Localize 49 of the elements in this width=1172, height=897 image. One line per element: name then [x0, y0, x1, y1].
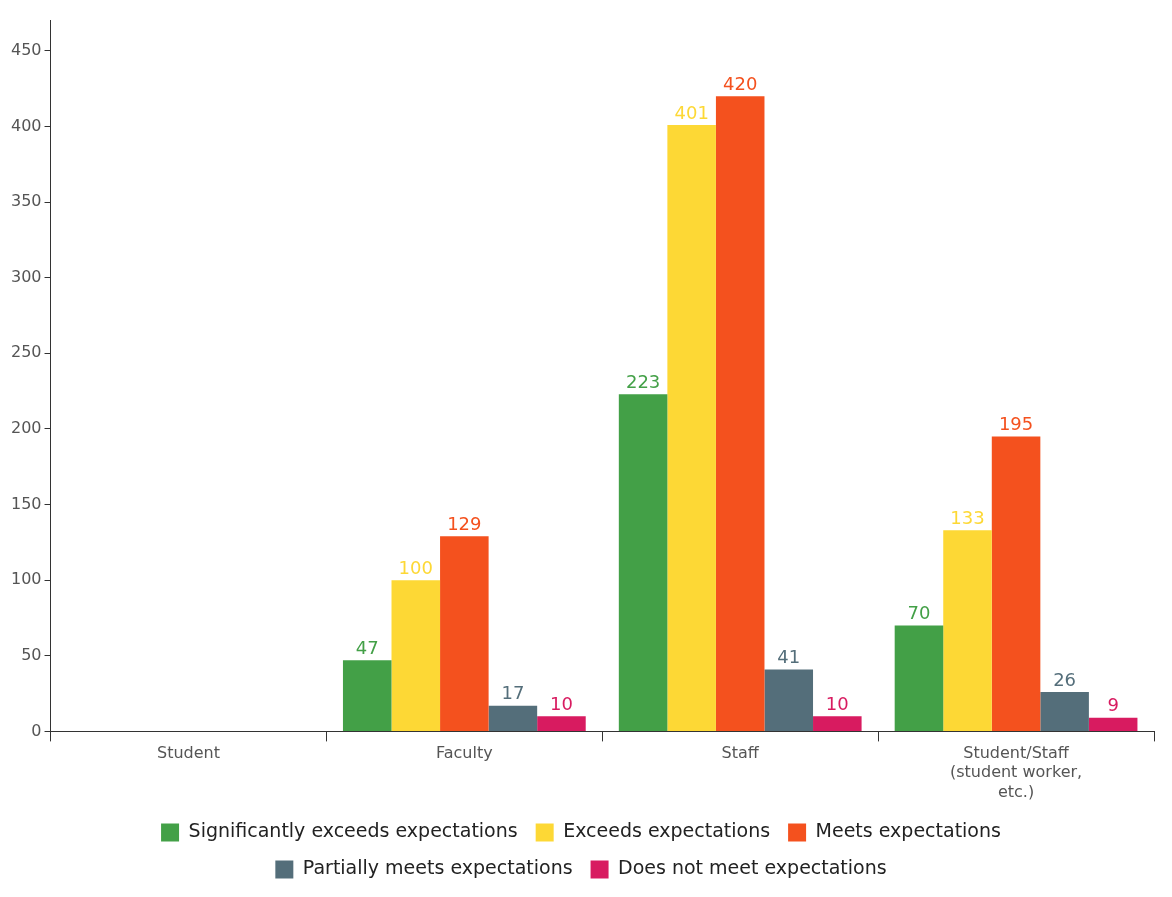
y-tick-label: 150 — [10, 493, 42, 513]
bar — [1040, 692, 1089, 731]
data-label: 223 — [625, 370, 661, 392]
bar — [764, 669, 814, 731]
bar — [715, 96, 765, 731]
legend-label: Meets expectations — [815, 819, 1001, 842]
data-label: 70 — [907, 602, 931, 624]
data-label: 133 — [950, 506, 985, 528]
data-label: 401 — [674, 101, 709, 123]
legend-label: Significantly exceeds expectations — [188, 819, 518, 842]
x-tick-label: Staff — [721, 743, 760, 763]
y-tick-label: 50 — [21, 644, 42, 664]
bar — [667, 124, 716, 731]
bar — [440, 536, 489, 731]
x-tick-label: Student — [156, 743, 220, 763]
legend-label: Partially meets expectations — [302, 856, 573, 879]
y-tick-label: 250 — [10, 342, 42, 362]
y-tick-label: 200 — [10, 418, 42, 438]
y-tick-label: 100 — [10, 569, 42, 589]
y-tick-label: 400 — [10, 115, 42, 135]
legend-label: Exceeds expectations — [563, 819, 771, 842]
data-label: 47 — [355, 636, 379, 658]
data-label: 195 — [998, 413, 1034, 435]
data-label: 100 — [398, 556, 433, 578]
bar — [488, 705, 538, 731]
y-tick-label: 450 — [10, 40, 42, 59]
bar — [943, 530, 992, 731]
bar — [618, 394, 668, 731]
data-label: 129 — [447, 512, 482, 534]
data-label: 10 — [825, 692, 849, 714]
bar — [342, 660, 392, 731]
y-tick-label: 300 — [10, 266, 42, 286]
data-label: 10 — [549, 692, 573, 714]
bar — [1088, 717, 1138, 731]
y-tick-label: 0 — [31, 720, 42, 740]
legend-label: Does not meet expectations — [618, 856, 887, 879]
bar — [894, 625, 944, 731]
data-label: 26 — [1053, 668, 1077, 690]
x-tick-label: Faculty — [436, 743, 493, 763]
data-label: 9 — [1107, 694, 1119, 716]
bar — [391, 580, 441, 731]
data-label: 17 — [501, 682, 525, 704]
data-label: 420 — [723, 72, 758, 94]
y-tick-label: 350 — [10, 191, 42, 211]
bar — [991, 436, 1041, 731]
bar — [537, 716, 586, 731]
data-label: 41 — [777, 646, 801, 668]
x-tick-label: Student/Staff (student worker, etc.) — [949, 743, 1083, 801]
bar — [813, 716, 862, 731]
